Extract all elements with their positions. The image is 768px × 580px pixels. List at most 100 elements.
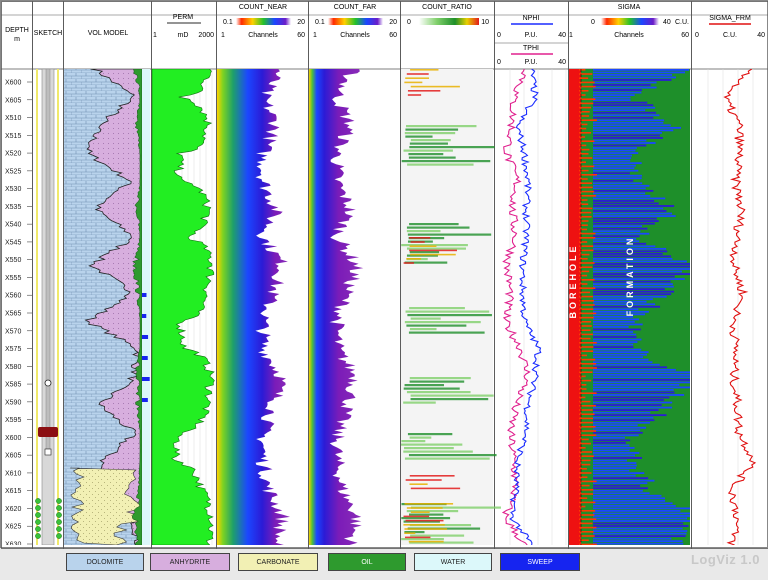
sigma-formation-band [593, 189, 654, 192]
sigma-borehole-band [579, 81, 595, 84]
sketch-tubing [45, 69, 51, 450]
sigma-formation-band [593, 378, 690, 381]
sketch-perforation [35, 512, 41, 518]
sigma-borehole-band [579, 73, 593, 75]
sketch-plug [44, 448, 52, 456]
perm-curve [151, 69, 215, 545]
count-ratio-hot [410, 69, 439, 71]
sigma-formation-band [593, 207, 664, 210]
depth-tick-label: X600 [5, 80, 21, 87]
sigma-borehole-band [579, 94, 586, 96]
depth-tick-label: X610 [5, 470, 21, 477]
sigma-borehole-band [579, 165, 595, 168]
count-ratio-band [408, 153, 444, 156]
sketch-valve [44, 379, 52, 387]
sigma-borehole-band [579, 190, 595, 193]
sketch-perforation [35, 533, 41, 539]
depth-tick-label: X605 [5, 97, 21, 104]
sigma-formation-band [593, 384, 680, 386]
count-ratio-hot [404, 528, 448, 530]
sigma-borehole-band [579, 337, 591, 340]
sigma-formation-band [593, 489, 643, 492]
count-near-axis-min: 1 [221, 32, 225, 39]
vol-sweep [142, 314, 147, 318]
sigma-formation-band [593, 124, 671, 127]
perm-title: PERM [173, 14, 193, 21]
sigma-formation-band [593, 436, 625, 439]
sigma-formation-band [593, 99, 631, 102]
count-ratio-band [405, 128, 459, 131]
depth-tick-label: X545 [5, 239, 21, 246]
sigma-formation-band [593, 424, 638, 427]
sigma-formation-band [593, 459, 627, 462]
sigma-borehole-band [579, 216, 592, 218]
depth-tick-label: X520 [5, 151, 21, 158]
sigma-borehole-band [579, 220, 589, 222]
sigma-formation-band [593, 469, 630, 472]
sigma-formation-band [593, 215, 676, 217]
sigma-formation-band [593, 515, 690, 517]
sigma-formation-band [593, 210, 667, 212]
sigma-formation-band [593, 300, 647, 303]
sigma-formation-band [593, 404, 662, 406]
sketch-perforation [35, 526, 41, 532]
count-ratio-hot [404, 503, 454, 505]
depth-tick-label: X570 [5, 328, 21, 335]
vol-sweep [142, 356, 148, 360]
vol-water [142, 69, 150, 545]
sigma-formation-band [593, 303, 656, 306]
sigma-formation-band [593, 416, 654, 419]
sketch-perforation [56, 505, 62, 511]
sigma-formation-band [593, 504, 676, 507]
sigma-formation-band [593, 386, 690, 389]
count-ratio-band [401, 440, 426, 443]
sigma-formation-band [593, 487, 648, 490]
sigma-formation-band [593, 293, 672, 296]
count-ratio-band [404, 457, 490, 460]
sigma-borehole-band [579, 463, 591, 466]
sigma-borehole-band [579, 421, 594, 424]
sigma-formation-band [593, 409, 659, 411]
sigma-borehole-band [579, 489, 594, 491]
sigma-axis-min: 1 [569, 32, 573, 39]
sketch-perforation [56, 533, 62, 539]
sigma-formation-band [593, 542, 684, 545]
header-sigma-frm: SIGMA_FRM 0 C.U. 40 [695, 15, 765, 39]
sigma-formation-band [593, 532, 687, 535]
sigma-formation-band [593, 91, 642, 94]
count-far-image [309, 69, 364, 545]
count-far-unit: Channels [340, 32, 370, 39]
sigma-formation-band [593, 333, 637, 336]
sigma-formation-band [593, 192, 646, 195]
log-plot-area: DEPTH m SKETCH VOL MODEL PERM 1 mD 2000 … [0, 0, 768, 549]
count-ratio-band [409, 142, 448, 145]
sigma-borehole-band [579, 291, 591, 294]
sigma-formation-band [593, 368, 676, 371]
sigma-borehole-band [579, 510, 596, 512]
sigma-formation-band [593, 278, 685, 280]
count-ratio-hot [406, 258, 421, 260]
sigma-borehole-band [579, 438, 589, 441]
sigma-formation-band [593, 273, 690, 275]
sigma-formation-band [593, 298, 653, 301]
count-ratio-hot [409, 249, 457, 252]
sigma-formation-band [593, 182, 643, 185]
nphi-max: 40 [558, 32, 566, 39]
count-ratio-scale-max: 10 [481, 19, 489, 26]
sigma-borehole-band [579, 249, 594, 252]
sigma-borehole-band [579, 148, 590, 151]
sigma-borehole-band [579, 304, 595, 306]
sigma-formation-band [593, 96, 631, 99]
count-ratio-band [407, 163, 474, 166]
sigma-formation-band [593, 353, 647, 356]
depth-tick-label: X530 [5, 186, 21, 193]
sigma-borehole-band [579, 501, 596, 504]
count-ratio-hot [403, 515, 430, 518]
sigma-formation-band [593, 230, 641, 233]
count-ratio-band [401, 517, 451, 520]
sigma-formation-band [593, 79, 672, 81]
sigma-formation-band [593, 109, 646, 112]
sigma-formation-band [593, 313, 646, 316]
sigma-formation-band [593, 132, 662, 134]
count-ratio-band [405, 135, 433, 138]
